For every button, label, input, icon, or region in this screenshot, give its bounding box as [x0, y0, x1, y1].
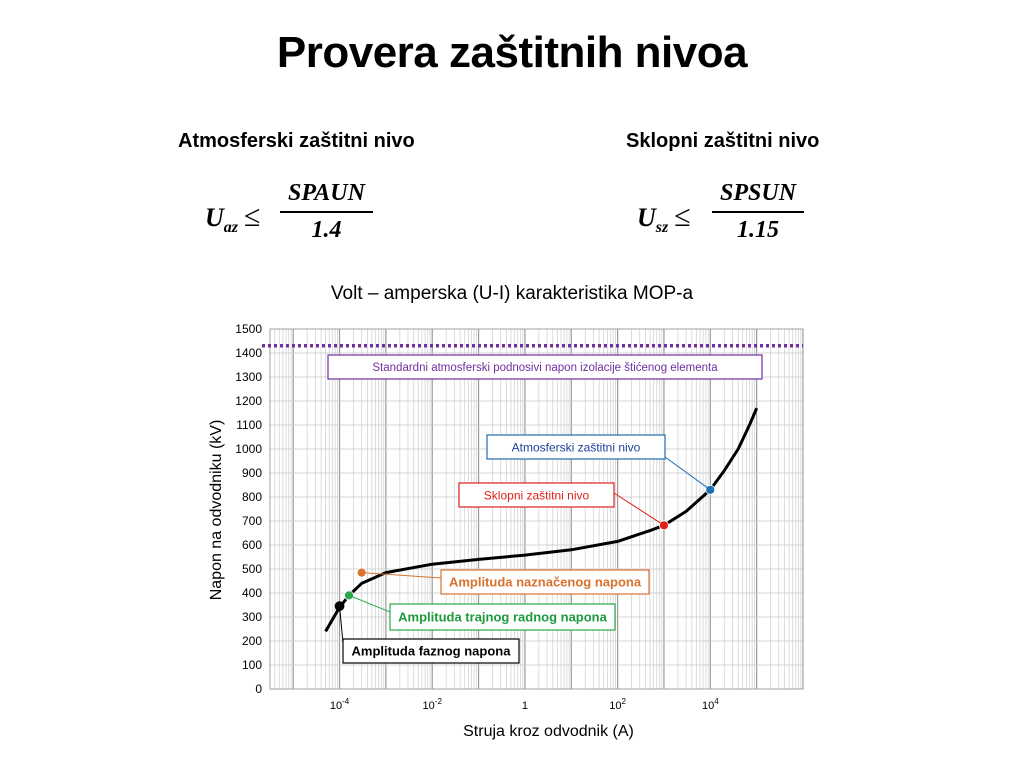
formula-left-numerator: SPAUN [280, 180, 373, 213]
formula-right-denominator: 1.15 [737, 217, 780, 243]
reference-label: Standardni atmosferski podnosivi napon i… [372, 362, 718, 374]
formula-left-le: ≤ [244, 200, 261, 233]
annotation-label-faznog: Amplituda faznog napona [352, 644, 512, 659]
y-tick-label: 900 [242, 466, 262, 480]
annotation-leader-naznacenog [361, 572, 442, 579]
annotation-label-atmosferski: Atmosferski zaštitni nivo [512, 441, 641, 455]
chart-marks [262, 344, 803, 633]
annotation-leader-atmosferski [664, 456, 711, 491]
page-title: Provera zaštitnih nivoa [276, 28, 748, 77]
x-tick-label: 1 [522, 700, 528, 712]
y-tick-label: 400 [242, 586, 262, 600]
annotation-leader-trajnog [348, 594, 391, 613]
x-tick-label: 104 [702, 697, 719, 712]
chart-labels: Standardni atmosferski podnosivi napon i… [327, 354, 763, 664]
y-tick-label: 200 [242, 634, 262, 648]
vi-curve [324, 407, 759, 633]
formula-left-lhs: Uaz ≤ [205, 200, 260, 237]
formula-right-le: ≤ [674, 200, 691, 233]
annotation-label-trajnog: Amplituda trajnog radnog napona [398, 610, 607, 625]
y-axis-label: Napon na odvodniku (kV) [208, 420, 225, 601]
formula-right-lhs: Usz ≤ [637, 200, 691, 237]
x-tick-label: 10-2 [423, 697, 443, 712]
annotation-box-naznacenog [440, 569, 650, 595]
chart-grid [270, 328, 804, 690]
annotation-label-sklopni: Sklopni zaštitni nivo [484, 489, 590, 503]
annotation-box-faznog [342, 638, 520, 664]
annotation-box-atmosferski [486, 434, 666, 460]
x-tick-label: 10-4 [330, 697, 350, 712]
annotation-leader-sklopni [613, 492, 665, 526]
y-tick-label: 1300 [235, 370, 262, 384]
formula-left-fraction: SPAUN 1.4 [280, 180, 373, 244]
atmospheric-heading: Atmosferski zaštitni nivo [178, 130, 415, 152]
y-tick-label: 1400 [235, 346, 262, 360]
y-tick-label: 1100 [236, 418, 262, 432]
y-tick-label: 300 [242, 610, 262, 624]
y-tick-label: 1500 [235, 322, 262, 336]
reference-label-box [327, 354, 763, 380]
y-tick-label: 800 [242, 490, 262, 504]
y-tick-label: 100 [242, 658, 262, 672]
formula-left-sub: az [223, 219, 239, 236]
chart-title: Volt – amperska (U-I) karakteristika MOP… [330, 283, 694, 304]
annotation-box-trajnog [389, 603, 616, 631]
annotation-label-naznacenog: Amplituda naznačenog napona [449, 575, 642, 590]
y-tick-label: 500 [242, 562, 262, 576]
formula-left-denominator: 1.4 [311, 217, 342, 243]
formula-right-fraction: SPSUN 1.15 [712, 180, 805, 244]
plot-border [269, 328, 804, 690]
annotation-box-sklopni [458, 482, 615, 508]
chart-axes: 0 100 200 300 400 500 600 700 800 900 1000 1100 1200… [208, 322, 804, 740]
y-tick-label: 600 [242, 538, 262, 552]
x-tick-label: 102 [609, 697, 626, 712]
formula-left-u: U [205, 203, 224, 232]
formula-right-sub: sz [655, 219, 669, 236]
y-tick-label: 1200 [235, 394, 262, 408]
y-tick-label: 700 [242, 514, 262, 528]
formula-right-u: U [637, 203, 656, 232]
switching-heading: Sklopni zaštitni nivo [626, 130, 820, 152]
x-axis-label: Struja kroz odvodnik (A) [463, 723, 634, 740]
y-tick-label: 1000 [235, 442, 262, 456]
y-tick-label: 0 [255, 682, 262, 696]
formula-right-numerator: SPSUN [712, 180, 805, 213]
annotation-leader-faznog [339, 606, 344, 644]
